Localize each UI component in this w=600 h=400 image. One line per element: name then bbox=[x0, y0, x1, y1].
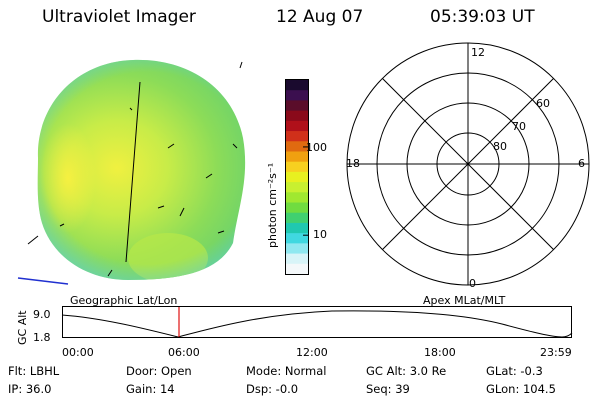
colorbar-segment bbox=[286, 263, 308, 275]
instrument-title: Ultraviolet Imager bbox=[42, 7, 196, 27]
colorbar-segment bbox=[286, 243, 308, 255]
hour-label-6: 6 bbox=[578, 157, 585, 170]
timeline-x-tick-2359: 23:59 bbox=[540, 346, 572, 359]
colorbar-segment bbox=[286, 233, 308, 244]
hour-label-0: 0 bbox=[469, 277, 476, 290]
timeline-panel bbox=[61, 306, 573, 338]
info-gc-alt: GC Alt: 3.0 Re bbox=[366, 364, 447, 378]
timeline-right-label: Apex MLat/MLT bbox=[423, 294, 506, 307]
lat-label-70: 70 bbox=[512, 120, 526, 133]
colorbar-segment bbox=[286, 120, 308, 132]
lat-label-60: 60 bbox=[536, 97, 550, 110]
timeline-left-label: Geographic Lat/Lon bbox=[70, 294, 178, 307]
timeline-y-tick-high: 9.0 bbox=[33, 308, 51, 321]
info-flt: Flt: LBHL bbox=[8, 364, 60, 378]
colorbar-segment bbox=[286, 212, 308, 224]
colorbar-segment bbox=[286, 100, 308, 112]
colorbar-segment bbox=[286, 80, 308, 91]
timeline-x-tick-0600: 06:00 bbox=[168, 346, 200, 359]
colorbar-segment bbox=[286, 141, 308, 153]
time-label: 05:39:03 UT bbox=[430, 7, 535, 27]
colorbar-segment bbox=[286, 171, 308, 183]
colorbar-segment bbox=[286, 90, 308, 102]
timeline-x-tick-0000: 00:00 bbox=[62, 346, 94, 359]
colorbar-segment bbox=[286, 192, 308, 204]
colorbar-segment bbox=[286, 182, 308, 193]
colorbar-frame bbox=[285, 79, 309, 275]
timeline-x-tick-1800: 18:00 bbox=[424, 346, 456, 359]
info-door: Door: Open bbox=[126, 364, 192, 378]
info-glat: GLat: -0.3 bbox=[486, 364, 543, 378]
colorbar-segment bbox=[286, 222, 308, 234]
info-glon: GLon: 104.5 bbox=[486, 382, 556, 396]
colorbar-tick-10: 10 bbox=[313, 228, 327, 241]
hour-label-12: 12 bbox=[471, 46, 485, 59]
info-gain: Gain: 14 bbox=[126, 382, 175, 396]
info-mode: Mode: Normal bbox=[246, 364, 327, 378]
colorbar-segment bbox=[286, 151, 308, 163]
lat-label-80: 80 bbox=[493, 140, 507, 153]
colorbar-segment bbox=[286, 202, 308, 214]
colorbar-segment bbox=[286, 131, 308, 142]
uv-earth-image bbox=[17, 59, 246, 285]
info-seq: Seq: 39 bbox=[366, 382, 410, 396]
colorbar bbox=[285, 79, 309, 275]
colorbar-segment bbox=[286, 110, 308, 122]
info-dsp: Dsp: -0.0 bbox=[246, 382, 299, 396]
date-label: 12 Aug 07 bbox=[276, 7, 364, 27]
timeline-x-tick-1200: 12:00 bbox=[296, 346, 328, 359]
colorbar-segment bbox=[286, 161, 308, 173]
colorbar-segment bbox=[286, 253, 308, 265]
hour-label-18: 18 bbox=[346, 157, 360, 170]
timeline-y-tick-low: 1.8 bbox=[33, 331, 51, 344]
info-ip: IP: 36.0 bbox=[8, 382, 52, 396]
colorbar-tick-100: 100 bbox=[306, 141, 327, 154]
polar-plot bbox=[346, 42, 590, 286]
timeline-y-axis-label: GC Alt bbox=[16, 310, 29, 345]
colorbar-unit-label: photon cm⁻²s⁻¹ bbox=[266, 162, 279, 248]
